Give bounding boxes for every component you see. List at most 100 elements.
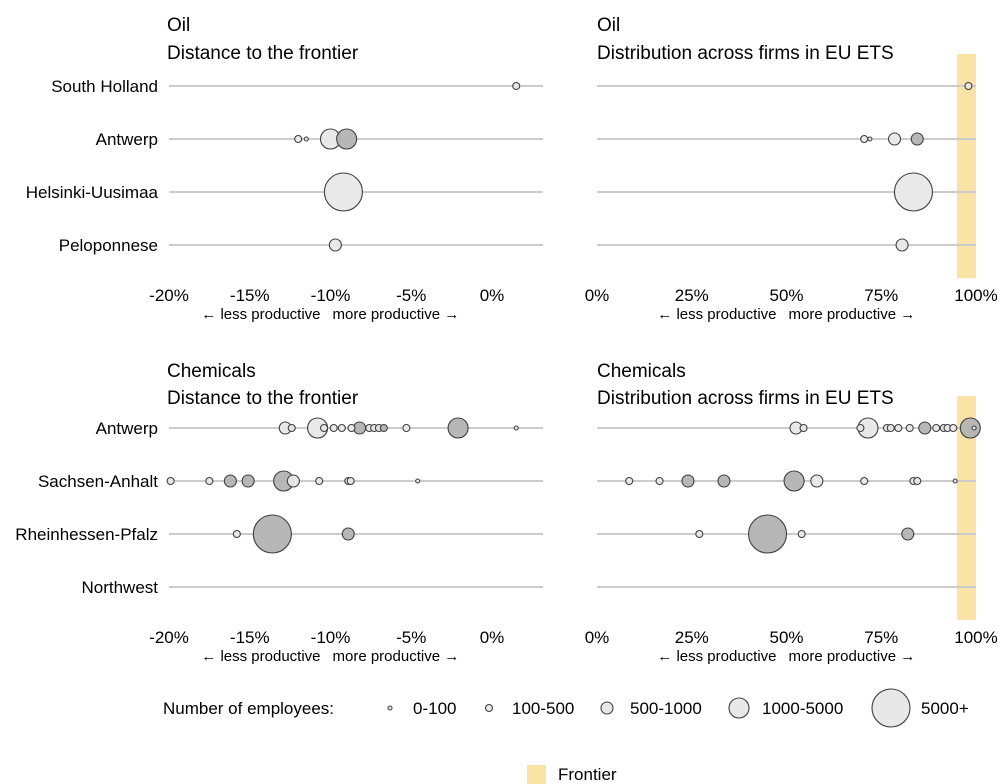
- more-productive-note: more productive →: [333, 306, 460, 323]
- legend-title: Number of employees:: [163, 699, 334, 718]
- panel-sector-title: Oil: [167, 15, 190, 36]
- legend-items: 0-100 100-500 500-1000 1000-5000 5000+: [387, 688, 969, 728]
- x-tick-label: -20%: [149, 628, 189, 647]
- data-point: [415, 478, 421, 484]
- data-point: [329, 423, 338, 433]
- data-point: [895, 238, 909, 252]
- legend-label: 500-1000: [630, 699, 702, 718]
- legend-bubble: [728, 697, 750, 719]
- x-tick-label: -5%: [396, 286, 426, 305]
- legend-item: 100-500: [484, 699, 574, 718]
- data-point: [379, 423, 388, 433]
- x-tick-label: -10%: [311, 628, 351, 647]
- data-point: [910, 132, 924, 146]
- x-tick-label: 0%: [585, 286, 610, 305]
- legend-label: 0-100: [413, 699, 456, 718]
- panels: Oil Distance to the frontier South Holland…: [15, 15, 997, 665]
- row-label: Helsinki-Uusimaa: [26, 183, 159, 202]
- data-point: [303, 136, 309, 142]
- data-point: [964, 81, 973, 91]
- data-point: [913, 476, 922, 486]
- data-point: [347, 423, 356, 433]
- x-tick-label: 100%: [954, 628, 997, 647]
- legend-bubble: [871, 688, 911, 728]
- panel-sector-title: Chemicals: [167, 361, 256, 382]
- data-point: [625, 476, 634, 486]
- x-tick-label: 50%: [769, 628, 803, 647]
- data-point: [336, 128, 358, 150]
- x-tick-label: -5%: [396, 628, 426, 647]
- data-point: [799, 423, 808, 433]
- panel-chem-distribution: Chemicals Distribution across firms in EU…: [585, 361, 998, 665]
- panel-oil-distance: Oil Distance to the frontier South Holland…: [26, 15, 543, 323]
- data-point: [166, 476, 175, 486]
- frontier-band: [957, 396, 976, 620]
- legend-item: 500-1000: [600, 699, 702, 718]
- row-label: Peloponnese: [59, 236, 158, 255]
- row-label: Sachsen-Anhalt: [38, 472, 158, 491]
- data-point: [959, 417, 981, 439]
- x-tick-label: -15%: [230, 628, 270, 647]
- more-productive-note: more productive →: [333, 648, 460, 665]
- data-point: [328, 238, 342, 252]
- data-point: [286, 474, 300, 488]
- data-point: [252, 514, 292, 554]
- legend-label: 5000+: [921, 699, 969, 718]
- x-tick-label: 75%: [864, 286, 898, 305]
- x-tick-label: 0%: [480, 286, 505, 305]
- panel-oil-distribution: Oil Distribution across firms in EU ETS 0%…: [585, 15, 998, 323]
- data-point: [346, 476, 355, 486]
- legend-label: 1000-5000: [762, 699, 843, 718]
- less-productive-note: ← less productive: [657, 306, 776, 323]
- data-point: [971, 425, 977, 431]
- data-point: [294, 134, 303, 144]
- data-point: [323, 172, 363, 212]
- x-tick-label: -20%: [149, 286, 189, 305]
- data-point: [887, 132, 902, 146]
- panel-sector-title: Chemicals: [597, 361, 686, 382]
- data-point: [797, 529, 806, 539]
- x-tick-label: 25%: [675, 628, 709, 647]
- x-tick-label: 25%: [675, 286, 709, 305]
- row-label: South Holland: [51, 77, 158, 96]
- more-productive-note: more productive →: [789, 648, 916, 665]
- data-point: [952, 478, 958, 484]
- data-point: [402, 423, 411, 433]
- less-productive-note: ← less productive: [201, 306, 320, 323]
- frontier-legend-label: Frontier: [558, 765, 617, 784]
- legend-label: 100-500: [512, 699, 574, 718]
- panel-subtitle: Distribution across firms in EU ETS: [597, 388, 894, 409]
- data-point: [512, 81, 521, 91]
- data-point: [783, 470, 805, 492]
- data-point: [932, 423, 941, 433]
- data-point: [287, 423, 296, 433]
- data-point: [341, 527, 355, 541]
- data-point: [695, 529, 704, 539]
- data-point: [447, 417, 469, 439]
- legend-bubble: [387, 705, 393, 711]
- frontier-legend-swatch: [527, 765, 546, 784]
- data-point: [867, 136, 873, 142]
- panel-chem-distance: Chemicals Distance to the frontier Antwerp…: [15, 361, 543, 665]
- data-point: [681, 474, 695, 488]
- x-tick-label: -10%: [311, 286, 351, 305]
- data-point: [810, 474, 824, 488]
- data-point: [337, 423, 346, 433]
- row-label: Antwerp: [96, 130, 158, 149]
- legend: Number of employees: 0-100 100-500 500-100…: [163, 688, 969, 784]
- data-point: [232, 529, 241, 539]
- row-label: Antwerp: [96, 419, 158, 438]
- data-point: [918, 421, 932, 435]
- data-point: [886, 423, 895, 433]
- x-tick-label: 0%: [480, 628, 505, 647]
- x-tick-label: 75%: [864, 628, 898, 647]
- data-point: [717, 474, 731, 488]
- data-point: [319, 423, 329, 433]
- more-productive-note: more productive →: [789, 306, 916, 323]
- data-point: [860, 476, 869, 486]
- x-tick-label: -15%: [230, 286, 270, 305]
- x-tick-label: 100%: [954, 286, 997, 305]
- legend-item: 0-100: [387, 699, 456, 718]
- data-point: [905, 423, 914, 433]
